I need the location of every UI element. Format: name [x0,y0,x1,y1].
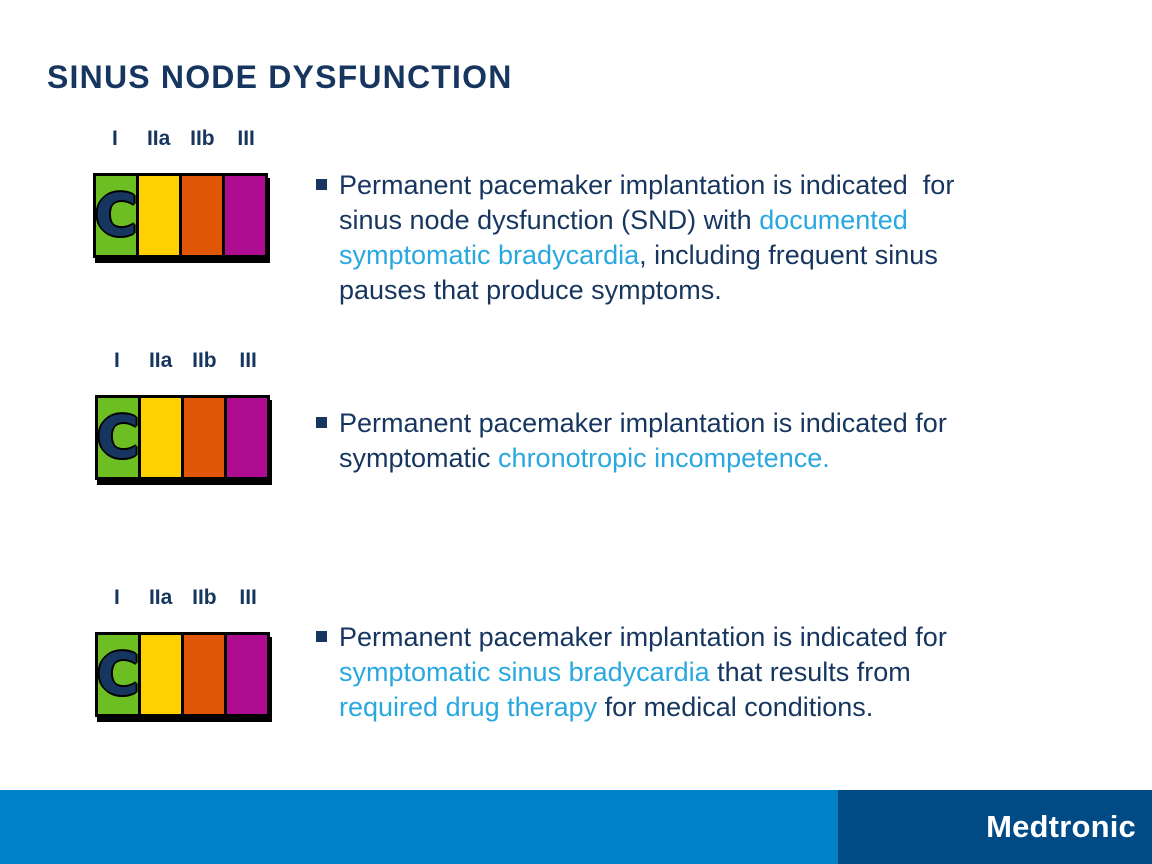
class-box-I: C [96,398,140,477]
class-indicator-1: I IIa IIb III C [93,127,273,258]
class-label-I: I [113,586,120,609]
class-box-I: C [94,176,138,255]
class-label-IIa: IIa [146,127,171,150]
class-label-IIb: IIb [190,127,215,150]
class-indicator-2: I IIa IIb III C [95,349,275,480]
class-box-IIb [181,398,224,477]
class-labels: I IIa IIb III [95,586,270,610]
class-label-IIb: IIb [192,349,217,372]
class-letter: C [96,640,140,708]
class-indicator-3: I IIa IIb III C [95,586,275,717]
class-letter: C [94,181,138,249]
class-label-IIb: IIb [192,586,217,609]
class-label-I: I [111,127,118,150]
class-box-IIa [138,398,181,477]
class-label-III: III [237,127,255,150]
bullet-item-1: Permanent pacemaker implantation is indi… [316,168,1076,308]
bullet-item-3: Permanent pacemaker implantation is indi… [316,620,1076,725]
bullet-square-icon [316,417,327,428]
class-box-IIb [181,635,224,714]
class-box-I: C [96,635,140,714]
class-box-IIb [179,176,222,255]
class-box-III [224,398,267,477]
class-label-IIa: IIa [148,349,173,372]
class-boxes: C [95,395,270,480]
medtronic-logo: Medtronic [986,809,1136,844]
class-label-IIa: IIa [148,586,173,609]
bullet-text-3: Permanent pacemaker implantation is indi… [339,622,947,722]
class-labels: I IIa IIb III [93,127,268,151]
class-label-III: III [239,349,257,372]
class-boxes: C [93,173,268,258]
class-boxes: C [95,632,270,717]
bullet-text-1: Permanent pacemaker implantation is indi… [339,170,955,305]
class-box-IIa [138,635,181,714]
brand-box: Medtronic [838,790,1152,864]
bullet-text-2: Permanent pacemaker implantation is indi… [339,408,947,473]
bullet-item-2: Permanent pacemaker implantation is indi… [316,406,1076,476]
class-box-III [222,176,265,255]
class-letter: C [96,403,140,471]
class-label-III: III [239,586,257,609]
bullet-square-icon [316,631,327,642]
class-box-III [224,635,267,714]
bullet-square-icon [316,179,327,190]
class-labels: I IIa IIb III [95,349,270,373]
page-title: SINUS NODE DYSFUNCTION [47,59,513,96]
class-label-I: I [113,349,120,372]
class-box-IIa [136,176,179,255]
